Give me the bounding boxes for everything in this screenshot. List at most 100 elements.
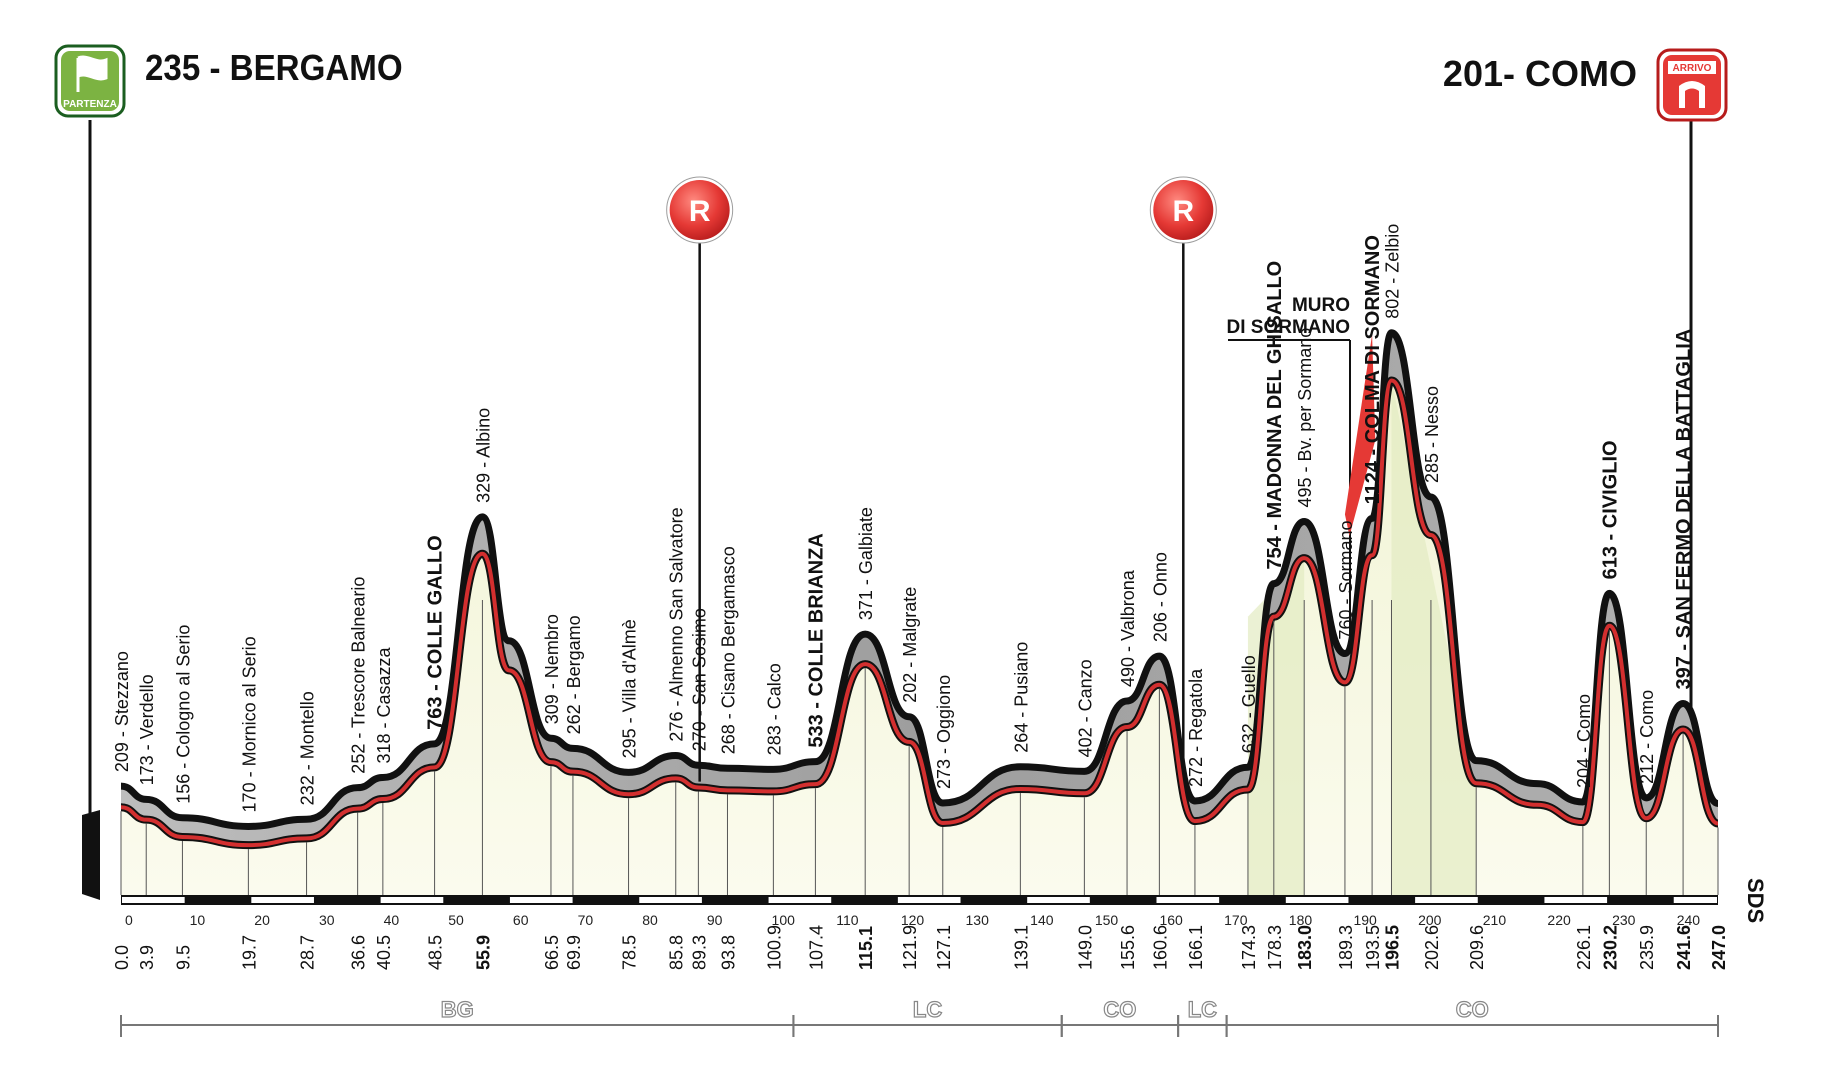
km-axis-segment [1285,897,1349,903]
km-readout: 193.5 [1363,925,1383,970]
waypoint-label: 202 - Malgrate [900,587,920,703]
start-header: PARTENZA 235 - BERGAMO [54,44,403,888]
km-readout: 127.1 [934,925,954,970]
climb-shade-sormano [1391,380,1477,896]
km-readout: 107.4 [806,925,826,970]
km-tick-label: 0 [125,912,133,928]
waypoint-label: 276 - Almenno San Salvatore [667,507,687,741]
waypoint-label: 262 - Bergamo [564,615,584,734]
profile-ground-fill [121,380,1718,895]
km-readout: 121.9 [900,925,920,970]
province-label: LC [1188,997,1217,1022]
km-tick-label: 130 [966,912,990,928]
waypoint-label: 490 - Valbrona [1118,569,1138,687]
km-readout: 115.1 [856,926,876,970]
km-readout: 230.2 [1600,925,1620,970]
km-tick-label: 50 [448,912,464,928]
km-readout: 0.0 [112,945,132,970]
waypoint-label: 329 - Albino [473,408,493,503]
km-readout: 89.3 [689,935,709,970]
muro-label-line2: DI SORMANO [1227,317,1351,338]
km-readout: 100.9 [764,925,784,970]
waypoint-label: 397 - SAN FERMO DELLA BATTAGLIA [1673,329,1695,690]
km-readout: 149.0 [1075,925,1095,970]
km-tick-label: 210 [1483,912,1507,928]
km-tick-label: 220 [1547,912,1571,928]
refuel-marker: R [666,176,734,782]
waypoint-label: 402 - Canzo [1075,659,1095,757]
km-axis-segment [509,897,573,903]
waypoint-label: 273 - Oggiono [934,675,954,789]
refuel-badge [669,180,730,240]
km-tick-label: 120 [901,912,925,928]
waypoint-label: 371 - Galbiate [856,507,876,620]
finish-elevation: 201- [1443,53,1515,94]
km-readout: 28.7 [298,935,318,970]
km-readout: 85.8 [667,935,687,970]
km-tick-label: 80 [642,912,658,928]
waypoint-label: 204 - Como [1574,694,1594,788]
km-tick-label: 240 [1677,912,1701,928]
waypoint-label: 533 - COLLE BRIANZA [805,533,827,747]
km-readout: 9.5 [173,945,193,970]
km-readout: 48.5 [426,935,446,970]
waypoint-label: 212 - Como [1637,690,1657,784]
waypoint-label: 272 - Regatola [1186,668,1206,787]
muro-label-line1: MURO [1292,295,1350,316]
km-readout: 139.1 [1011,925,1031,970]
km-readout: 40.5 [374,935,394,970]
waypoint-label: 318 - Casazza [374,646,394,763]
waypoint-label: 495 - Bv. per Sormano [1295,328,1315,508]
km-tick-label: 70 [578,912,594,928]
km-axis-segment [1415,897,1478,903]
waypoint-label: 232 - Montello [298,691,318,805]
waypoint-label: 754 - MADONNA DEL GHISALLO [1264,261,1286,570]
start-title: 235 - BERGAMO [145,49,403,89]
km-tick-label: 190 [1353,912,1377,928]
km-readout: 55.9 [473,935,493,970]
km-readout: 226.1 [1574,925,1594,970]
km-tick-label: 180 [1289,912,1313,928]
km-tick-label: 10 [190,912,206,928]
km-axis-segment [639,897,702,903]
km-axis-segment [122,897,185,903]
waypoint-label: 632 - Guello [1239,655,1259,753]
finish-title: 201- COMO [1443,53,1637,94]
muro-steep-section [1344,334,1376,536]
km-tick-label: 170 [1224,912,1248,928]
waypoint-label: 802 - Zelbio [1382,224,1402,319]
start-badge-label: PARTENZA [63,99,117,110]
km-tick-label: 200 [1418,912,1442,928]
waypoint-label: 309 - Nembro [542,614,562,724]
km-tick-label: 60 [513,912,529,928]
waypoint-label: 173 - Verdello [137,674,157,785]
km-tick-label: 110 [836,912,859,928]
province-label: CO [1456,997,1489,1022]
finish-header: ARRIVO 201- COMO [1443,48,1728,808]
km-tick-label: 100 [772,912,796,928]
km-readout: 202.6 [1422,925,1442,970]
waypoint-label: 264 - Pusiano [1011,642,1031,753]
km-readout: 66.5 [542,935,562,970]
km-axis-segment [768,897,832,903]
refuel-marker: R [1149,176,1217,771]
waypoint-label: 268 - Cisano Bergamasco [718,546,738,754]
waypoint-label: 285 - Nesso [1422,386,1442,483]
km-tick-label: 150 [1095,912,1119,928]
waypoint-label: 252 - Trescore Balneario [349,577,369,774]
waypoint-label: 1124 - COLMA DI SORMANO [1362,235,1384,504]
km-readout: 69.9 [564,935,584,970]
waypoint-label: 295 - Villa d'Almè [620,619,640,758]
waypoint-label: 209 - Stezzano [112,651,132,772]
refuel-badge [1153,180,1214,240]
km-readout: 183.0 [1295,925,1315,970]
km-readout: 247.0 [1709,925,1729,970]
km-readout: 235.9 [1637,925,1657,970]
sds-label: SDS [1743,878,1768,923]
km-axis-segment [1156,897,1220,903]
km-readout: 209.6 [1467,925,1487,970]
km-axis-segment [1673,897,1717,903]
km-axis-segment [380,897,444,903]
profile-chart-area: 209 - Stezzano 0.0 173 - Verdello 3.9 156 - … [82,176,1729,1037]
